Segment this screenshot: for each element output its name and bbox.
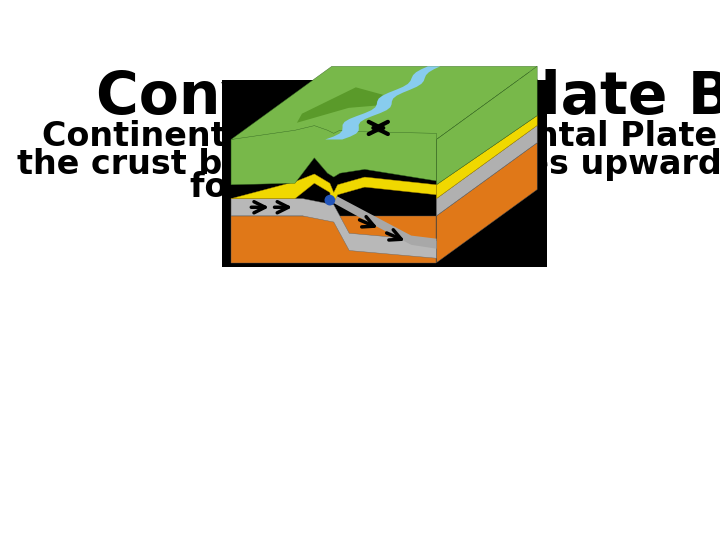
Text: the crust buckles and pushes upward: the crust buckles and pushes upward (17, 148, 720, 181)
Text: Continental Plate: Continental Plate (390, 120, 717, 153)
Polygon shape (436, 143, 537, 262)
Polygon shape (231, 126, 436, 185)
Polygon shape (436, 116, 537, 199)
Polygon shape (330, 192, 436, 249)
Circle shape (325, 195, 335, 205)
Polygon shape (436, 66, 537, 185)
Polygon shape (297, 87, 385, 123)
Text: forming mountains: forming mountains (190, 171, 548, 204)
Polygon shape (231, 199, 436, 258)
Polygon shape (231, 174, 436, 202)
Text: Convergent Plate Boundary:: Convergent Plate Boundary: (96, 69, 720, 126)
Polygon shape (436, 125, 537, 216)
Text: Continental Plate: Continental Plate (42, 120, 369, 153)
Polygon shape (231, 66, 537, 139)
Polygon shape (231, 216, 436, 262)
Polygon shape (222, 80, 547, 267)
Polygon shape (325, 66, 441, 139)
